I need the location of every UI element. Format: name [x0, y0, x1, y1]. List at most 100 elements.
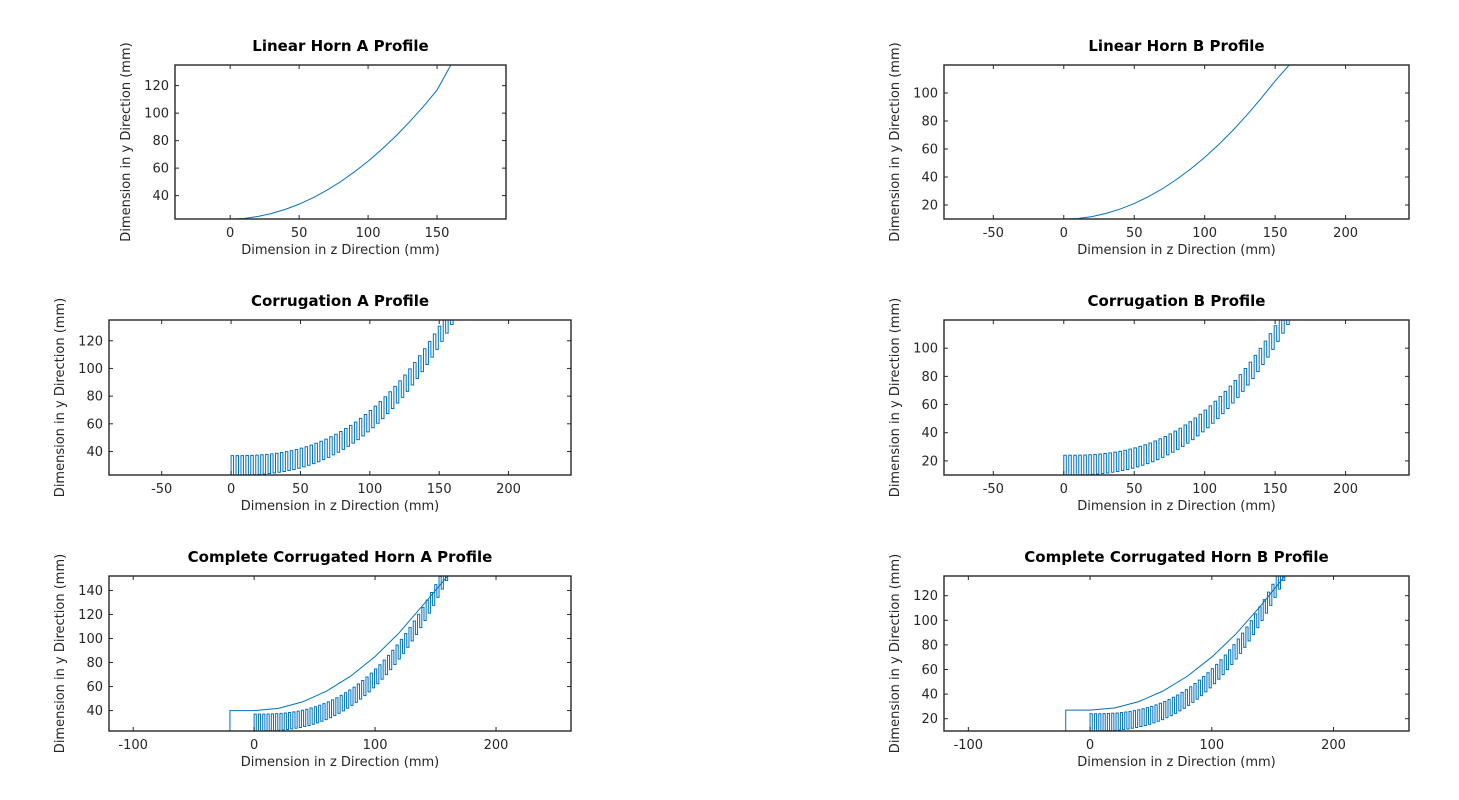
axes-box: [943, 319, 1410, 476]
axes-box: [174, 64, 507, 220]
y-tick-label: 100: [913, 614, 938, 629]
data-layer: [1063, 320, 1290, 475]
chart-a3: -100 0 100 200 40 60 80 100 120 140 Complete Corru…: [53, 548, 572, 770]
x-tick-label: 100: [1192, 482, 1217, 497]
y-tick-label: 80: [921, 370, 938, 385]
y-tick-label: 60: [921, 398, 938, 413]
data-layer: [230, 65, 452, 219]
series-line-corrugation: [1089, 576, 1286, 731]
y-tick-label: 40: [921, 426, 938, 441]
data-layer: [230, 320, 454, 475]
chart-b1: -50 0 50 100 150 200 20 40 60 80 100 Linear Horn B …: [888, 37, 1410, 258]
chart-b3: -100 0 100 200 20 40 60 80 100 120 Complete Corrug…: [888, 548, 1410, 770]
chart-b2: -50 0 50 100 150 200 20 40 60 80 100 Corrugation B …: [888, 292, 1410, 514]
y-axis-label: Dimension in y Direction (mm): [888, 298, 903, 497]
y-axis-label: Dimension in y Direction (mm): [888, 42, 903, 241]
x-tick-label: -50: [983, 226, 1004, 241]
axes-box: [943, 575, 1410, 732]
y-tick-label: 80: [921, 115, 938, 130]
y-tick-label: 40: [86, 704, 103, 719]
y-tick-label: 80: [86, 656, 103, 671]
y-tick-label: 60: [152, 162, 169, 177]
series-line-curve: [1063, 65, 1290, 219]
series-line-curve: [230, 65, 452, 219]
x-tick-label: 0: [1060, 226, 1068, 241]
x-tick-label: 0: [1086, 738, 1094, 753]
y-tick-label: 20: [921, 454, 938, 469]
y-tick-label: 120: [78, 334, 103, 349]
series-line-corrugation: [253, 576, 449, 731]
y-tick-label: 120: [913, 589, 938, 604]
x-tick-label: 100: [357, 482, 382, 497]
y-tick-label: 100: [144, 107, 169, 122]
x-tick-label: 50: [291, 226, 308, 241]
x-tick-label: 50: [1126, 482, 1143, 497]
data-layer: [229, 576, 449, 731]
chart-title: Corrugation A Profile: [251, 292, 429, 310]
series-line-outer: [1065, 576, 1286, 731]
x-axis-label: Dimension in z Direction (mm): [241, 499, 440, 514]
x-tick-label: 200: [1333, 482, 1358, 497]
y-tick-label: 140: [78, 584, 103, 599]
x-tick-label: 200: [496, 482, 521, 497]
x-tick-label: 150: [427, 482, 452, 497]
series-line-corrugation: [1063, 320, 1290, 475]
y-tick-label: 20: [921, 199, 938, 214]
x-tick-label: 150: [425, 226, 450, 241]
x-axis-label: Dimension in z Direction (mm): [1077, 499, 1276, 514]
x-tick-label: 150: [1263, 226, 1288, 241]
plot-area: [944, 320, 1409, 475]
series-line-outer: [229, 576, 449, 731]
x-tick-label: 50: [1126, 226, 1143, 241]
axes-box: [108, 575, 572, 732]
series-line-corrugation: [230, 320, 454, 475]
chart-title: Corrugation B Profile: [1088, 292, 1266, 310]
y-axis-label: Dimension in y Direction (mm): [53, 554, 68, 753]
y-tick-label: 120: [78, 608, 103, 623]
y-tick-label: 40: [921, 171, 938, 186]
x-axis-label: Dimension in z Direction (mm): [241, 243, 440, 258]
chart-a1: 0 50 100 150 40 60 80 100 120 Linear Horn A Profi…: [119, 37, 507, 258]
x-tick-label: 0: [250, 738, 258, 753]
x-tick-label: 50: [292, 482, 309, 497]
y-tick-label: 80: [921, 638, 938, 653]
x-axis-label: Dimension in z Direction (mm): [241, 755, 440, 770]
x-tick-label: 150: [1263, 482, 1288, 497]
y-tick-label: 60: [86, 680, 103, 695]
y-tick-label: 20: [921, 712, 938, 727]
x-tick-label: 100: [1199, 738, 1224, 753]
y-tick-label: 100: [78, 632, 103, 647]
x-tick-label: -100: [118, 738, 148, 753]
y-tick-label: 60: [921, 143, 938, 158]
y-tick-label: 100: [78, 362, 103, 377]
data-layer: [1065, 576, 1286, 731]
x-tick-label: -100: [954, 738, 984, 753]
data-layer: [1063, 65, 1290, 219]
y-axis-label: Dimension in y Direction (mm): [888, 554, 903, 753]
chart-title: Complete Corrugated Horn A Profile: [188, 548, 493, 566]
y-tick-label: 100: [913, 342, 938, 357]
y-tick-label: 40: [152, 189, 169, 204]
axes-box: [943, 64, 1410, 220]
x-axis-label: Dimension in z Direction (mm): [1077, 755, 1276, 770]
y-tick-label: 60: [86, 417, 103, 432]
x-tick-label: -50: [983, 482, 1004, 497]
y-tick-label: 40: [921, 688, 938, 703]
y-tick-label: 80: [86, 390, 103, 405]
x-tick-label: 200: [1321, 738, 1346, 753]
plot-area: [944, 65, 1409, 219]
x-tick-label: 0: [227, 482, 235, 497]
x-tick-label: 100: [356, 226, 381, 241]
x-tick-label: 100: [363, 738, 388, 753]
chart-title: Linear Horn B Profile: [1088, 37, 1264, 55]
x-tick-label: 0: [1060, 482, 1068, 497]
axes-box: [108, 319, 572, 476]
y-axis-label: Dimension in y Direction (mm): [53, 298, 68, 497]
plot-area: [175, 65, 506, 219]
x-tick-label: 100: [1192, 226, 1217, 241]
chart-title: Complete Corrugated Horn B Profile: [1024, 548, 1328, 566]
chart-a2: -50 0 50 100 150 200 40 60 80 100 120 Corrugation A…: [53, 292, 572, 514]
x-tick-label: 200: [1333, 226, 1358, 241]
y-tick-label: 100: [913, 87, 938, 102]
